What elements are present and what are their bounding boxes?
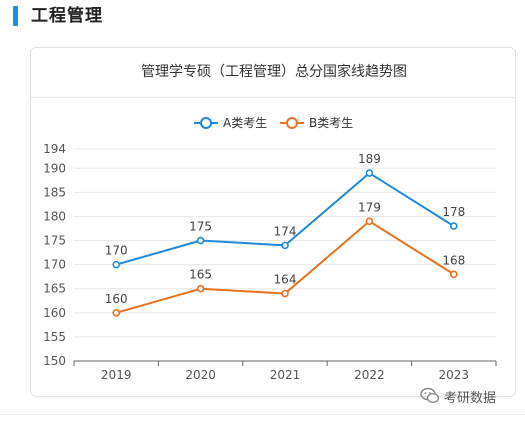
data-label: 175: [189, 220, 212, 234]
y-tick-label: 160: [43, 306, 66, 320]
y-tick-label: 165: [43, 282, 66, 296]
data-label: 160: [105, 292, 128, 306]
y-tick-label: 170: [43, 258, 66, 272]
x-tick-label: 2019: [101, 368, 132, 382]
x-tick-label: 2023: [439, 368, 470, 382]
data-point: [281, 241, 289, 250]
data-point: [196, 284, 205, 293]
x-tick-label: 2020: [185, 368, 216, 382]
watermark: 考研数据: [420, 384, 496, 408]
data-point: [365, 217, 374, 226]
wechat-icon: [420, 387, 440, 404]
section-accent-bar: [13, 6, 18, 26]
legend-label: A类考生: [223, 116, 267, 130]
chart-title: 管理学专硕（工程管理）总分国家线趋势图: [141, 64, 407, 80]
data-point: [281, 289, 289, 298]
data-label: 174: [274, 224, 297, 238]
data-point: [449, 270, 458, 279]
data-label: 178: [442, 205, 465, 219]
data-point: [196, 236, 205, 245]
data-point: [449, 222, 458, 230]
data-label: 189: [358, 152, 381, 166]
series-line: [115, 171, 455, 266]
x-tick-label: 2021: [270, 368, 301, 382]
y-tick-label: 190: [43, 161, 66, 175]
y-tick-label: 185: [43, 185, 66, 199]
data-point: [112, 309, 120, 317]
chart-card: 管理学专硕（工程管理）总分国家线趋势图: [30, 47, 516, 397]
y-tick-label: 194: [43, 142, 66, 156]
y-tick-label: 180: [43, 209, 66, 223]
legend-label: B类考生: [309, 116, 353, 130]
y-tick-label: 150: [43, 354, 66, 368]
data-label: 168: [442, 253, 465, 267]
data-point: [112, 260, 120, 269]
section-title: 工程管理: [31, 6, 103, 26]
y-tick-label: 155: [43, 330, 66, 344]
card-divider: [31, 97, 515, 98]
legend-marker: [200, 117, 212, 129]
data-label: 165: [189, 268, 212, 282]
watermark-label: 考研数据: [444, 390, 497, 406]
section-header: 工程管理: [0, 0, 525, 34]
data-label: 164: [274, 273, 297, 287]
data-point: [365, 169, 374, 177]
data-label: 170: [105, 244, 128, 258]
y-tick-label: 175: [43, 234, 66, 248]
x-tick-label: 2022: [354, 368, 385, 382]
legend-marker: [286, 117, 298, 129]
data-label: 179: [358, 200, 381, 214]
page-bottom-divider: [0, 414, 525, 415]
